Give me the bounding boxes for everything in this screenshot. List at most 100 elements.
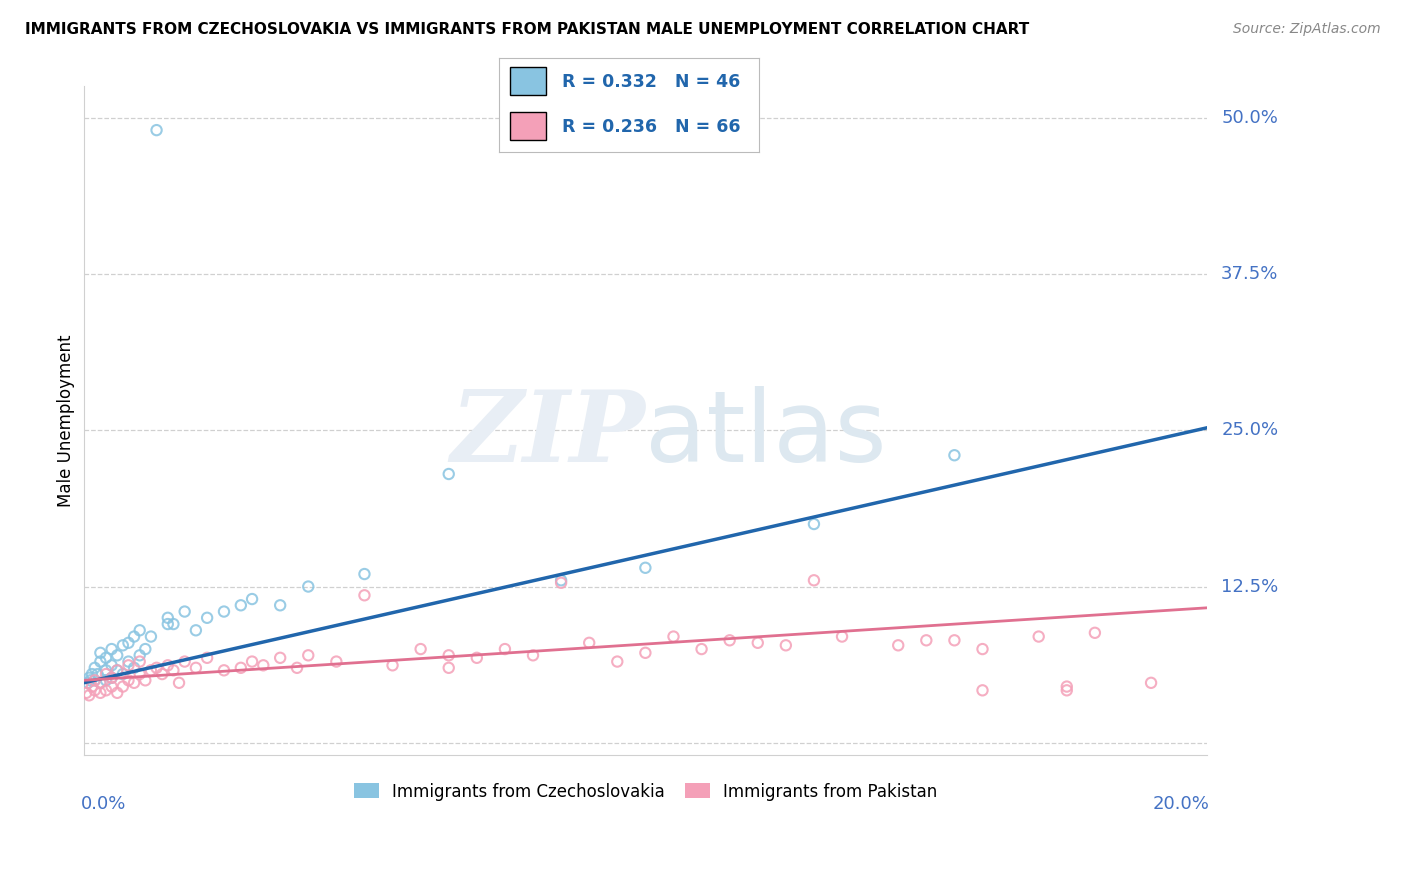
Point bbox=[156, 617, 179, 632]
Point bbox=[831, 630, 853, 644]
Point bbox=[111, 667, 134, 681]
Point bbox=[240, 592, 263, 607]
Point bbox=[1056, 680, 1078, 694]
Point bbox=[89, 675, 111, 690]
Text: ZIP: ZIP bbox=[450, 386, 645, 483]
Point bbox=[139, 663, 162, 677]
Text: 20.0%: 20.0% bbox=[1153, 796, 1209, 814]
Text: atlas: atlas bbox=[645, 385, 887, 483]
Point bbox=[494, 642, 516, 657]
FancyBboxPatch shape bbox=[509, 68, 546, 95]
Point bbox=[75, 686, 97, 700]
Point bbox=[803, 574, 825, 588]
Point bbox=[94, 683, 117, 698]
Point bbox=[1056, 683, 1078, 698]
Point bbox=[94, 667, 117, 681]
Point bbox=[77, 675, 100, 690]
Point bbox=[634, 561, 657, 575]
Point bbox=[297, 648, 319, 663]
Point bbox=[269, 650, 291, 665]
Point bbox=[1140, 675, 1163, 690]
Point bbox=[269, 599, 291, 613]
Text: 25.0%: 25.0% bbox=[1222, 421, 1278, 439]
Text: R = 0.236   N = 66: R = 0.236 N = 66 bbox=[561, 118, 740, 136]
Point bbox=[156, 611, 179, 625]
Point bbox=[83, 661, 105, 675]
Point bbox=[229, 661, 252, 675]
Point bbox=[79, 673, 101, 688]
Point bbox=[972, 683, 994, 698]
Point bbox=[437, 648, 460, 663]
Point bbox=[747, 636, 769, 650]
Point bbox=[128, 648, 150, 663]
Point bbox=[80, 667, 103, 681]
Text: 12.5%: 12.5% bbox=[1222, 577, 1278, 596]
Point bbox=[195, 611, 218, 625]
Point bbox=[128, 667, 150, 681]
Point bbox=[122, 675, 145, 690]
Point bbox=[117, 673, 139, 688]
Point bbox=[105, 663, 128, 677]
Point bbox=[111, 680, 134, 694]
Point bbox=[943, 448, 966, 462]
Point bbox=[775, 638, 797, 652]
Point bbox=[105, 648, 128, 663]
Point bbox=[80, 680, 103, 694]
Point bbox=[105, 686, 128, 700]
Point bbox=[139, 630, 162, 644]
Point bbox=[409, 642, 432, 657]
Point bbox=[212, 663, 235, 677]
Point bbox=[212, 605, 235, 619]
Point bbox=[285, 661, 308, 675]
Point bbox=[297, 580, 319, 594]
Point bbox=[252, 658, 274, 673]
Text: IMMIGRANTS FROM CZECHOSLOVAKIA VS IMMIGRANTS FROM PAKISTAN MALE UNEMPLOYMENT COR: IMMIGRANTS FROM CZECHOSLOVAKIA VS IMMIGR… bbox=[25, 22, 1029, 37]
Text: R = 0.332   N = 46: R = 0.332 N = 46 bbox=[561, 73, 740, 91]
Point bbox=[550, 574, 572, 588]
Point bbox=[100, 680, 122, 694]
Point bbox=[134, 642, 156, 657]
Point bbox=[122, 630, 145, 644]
Legend: Immigrants from Czechoslovakia, Immigrants from Pakistan: Immigrants from Czechoslovakia, Immigran… bbox=[347, 776, 943, 807]
Point bbox=[117, 636, 139, 650]
Point bbox=[86, 667, 108, 681]
Point bbox=[100, 642, 122, 657]
Point bbox=[943, 633, 966, 648]
Point bbox=[77, 671, 100, 685]
Point bbox=[437, 661, 460, 675]
Point bbox=[83, 683, 105, 698]
Point bbox=[1028, 630, 1050, 644]
Point bbox=[128, 655, 150, 669]
Point bbox=[662, 630, 685, 644]
Point bbox=[100, 671, 122, 685]
Point bbox=[89, 655, 111, 669]
Point bbox=[550, 575, 572, 590]
Point bbox=[100, 658, 122, 673]
Point bbox=[105, 663, 128, 677]
Point bbox=[83, 673, 105, 688]
Point bbox=[437, 467, 460, 481]
Point bbox=[465, 650, 488, 665]
Point bbox=[167, 675, 190, 690]
Point bbox=[184, 661, 207, 675]
Point bbox=[128, 624, 150, 638]
Point bbox=[162, 663, 184, 677]
Point bbox=[195, 650, 218, 665]
Point bbox=[606, 655, 628, 669]
Point bbox=[1084, 625, 1107, 640]
Point bbox=[117, 658, 139, 673]
Point bbox=[184, 624, 207, 638]
Point bbox=[89, 675, 111, 690]
Point bbox=[100, 671, 122, 685]
Point bbox=[173, 655, 195, 669]
Point bbox=[634, 646, 657, 660]
Point bbox=[803, 516, 825, 531]
Point bbox=[89, 686, 111, 700]
Point bbox=[240, 655, 263, 669]
Point bbox=[150, 667, 173, 681]
Point bbox=[94, 650, 117, 665]
Point bbox=[77, 689, 100, 703]
Point bbox=[522, 648, 544, 663]
Point bbox=[915, 633, 938, 648]
Point bbox=[718, 633, 741, 648]
